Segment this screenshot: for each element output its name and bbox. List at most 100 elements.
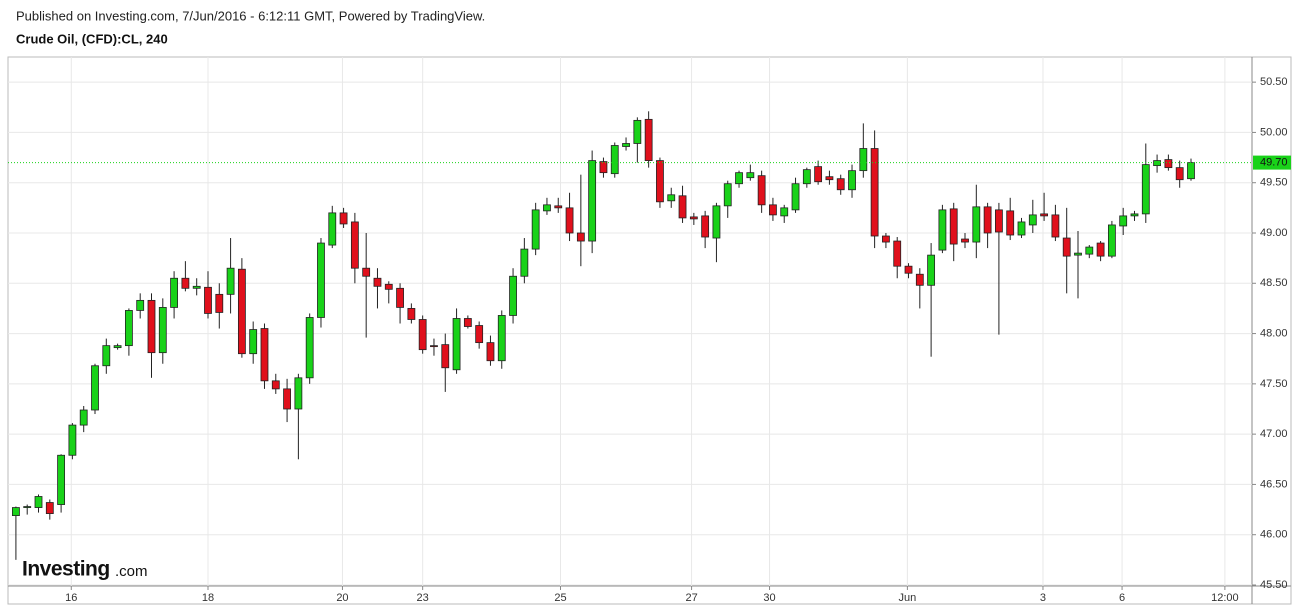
chart-frame: [7, 56, 1292, 605]
candle-body: [610, 145, 619, 175]
candle-body: [204, 286, 212, 314]
y-tick-label: 48.00: [1260, 327, 1288, 339]
candle-body: [509, 275, 517, 316]
candle-body: [622, 143, 630, 147]
candle-body: [554, 205, 563, 209]
candle-body: [656, 160, 664, 203]
candle-body: [870, 148, 879, 237]
x-tick-label: 3: [1040, 592, 1046, 604]
candle-body: [486, 342, 495, 362]
candle-body: [124, 310, 133, 347]
candle-body: [136, 299, 145, 311]
candle-body: [497, 315, 506, 362]
y-tick-label: 48.50: [1260, 277, 1288, 289]
y-tick-label: 45.50: [1260, 579, 1288, 591]
candle-body: [57, 454, 66, 505]
last-price-box: [1253, 155, 1291, 170]
x-tick-label: Jun: [899, 592, 917, 604]
candle-body: [1096, 242, 1105, 257]
x-tick-label: 12:00: [1211, 592, 1239, 604]
candle-body: [12, 507, 20, 517]
x-tick-label: 16: [65, 592, 77, 604]
candle-body: [215, 293, 224, 313]
candle-body: [271, 380, 280, 390]
candle-body: [226, 267, 235, 295]
candle-body: [949, 208, 958, 245]
candle-body: [633, 119, 642, 144]
candle-body: [961, 238, 969, 243]
candle-body: [825, 176, 834, 181]
candle-body: [339, 212, 348, 225]
candle-body: [158, 307, 167, 354]
candle-body: [147, 299, 156, 354]
candle-body: [769, 204, 777, 216]
candle-body: [45, 502, 54, 514]
candle-body: [1187, 162, 1195, 180]
candle-body: [34, 496, 43, 508]
candle-body: [576, 232, 585, 242]
logo: Investing: [22, 558, 110, 581]
candle-body: [350, 221, 359, 269]
y-tick-label: 46.00: [1260, 529, 1288, 541]
candle-body: [192, 285, 201, 289]
candle-body: [746, 172, 755, 179]
candle-body: [1051, 214, 1060, 238]
x-tick-label: 20: [336, 592, 348, 604]
candle-body: [1119, 215, 1128, 227]
candle-body: [294, 377, 303, 410]
candle-body: [407, 308, 416, 320]
candle-body: [723, 183, 732, 207]
candle-body: [283, 388, 291, 410]
candle-body: [1130, 213, 1139, 217]
candle-body: [373, 277, 382, 287]
candle-body: [452, 318, 461, 371]
y-tick-label: 50.50: [1260, 76, 1288, 88]
y-tick-label: 47.50: [1260, 378, 1288, 390]
candle-body: [181, 277, 190, 289]
candle-body: [1107, 224, 1116, 257]
candle-body: [463, 318, 472, 327]
candle-body: [1074, 252, 1082, 256]
candle-body: [882, 235, 890, 243]
y-tick-label: 47.00: [1260, 428, 1288, 440]
candle-body: [712, 205, 721, 239]
candle-body: [362, 267, 371, 277]
candle-body: [1175, 167, 1184, 181]
candle-body: [836, 178, 845, 191]
candle-body: [814, 166, 823, 183]
candle-body: [644, 118, 653, 161]
candle-body: [79, 409, 88, 426]
candle-body: [328, 212, 337, 246]
candle-body: [995, 209, 1003, 233]
x-tick-label: 18: [202, 592, 214, 604]
candle-body: [1164, 159, 1173, 169]
y-tick-label: 49.00: [1260, 227, 1288, 239]
y-tick-label: 50.00: [1260, 126, 1288, 138]
candle-body: [565, 207, 574, 234]
candle-body: [520, 248, 529, 277]
candle-body: [848, 170, 856, 191]
candle-body: [1028, 214, 1037, 226]
candle-body: [384, 283, 393, 290]
candle-body: [418, 319, 427, 351]
candle-body: [1062, 237, 1071, 257]
candle-body: [1040, 213, 1049, 217]
candle-body: [396, 287, 404, 308]
candles: [12, 111, 1195, 560]
candle-body: [543, 204, 551, 212]
candle-body: [588, 160, 597, 242]
chart-title: Crude Oil, (CFD):CL, 240: [16, 31, 168, 46]
candle-body: [938, 209, 947, 251]
x-tick-label: 23: [417, 592, 429, 604]
candle-body: [305, 317, 314, 379]
candle-body: [23, 506, 32, 508]
x-tick-label: 27: [685, 592, 697, 604]
candle-body: [249, 329, 258, 355]
candle-body: [735, 172, 743, 185]
candle-body: [802, 169, 811, 185]
candle-body: [441, 344, 450, 369]
candle-body: [1153, 160, 1161, 167]
y-tick-label: 49.50: [1260, 177, 1288, 189]
candle-body: [780, 207, 789, 217]
